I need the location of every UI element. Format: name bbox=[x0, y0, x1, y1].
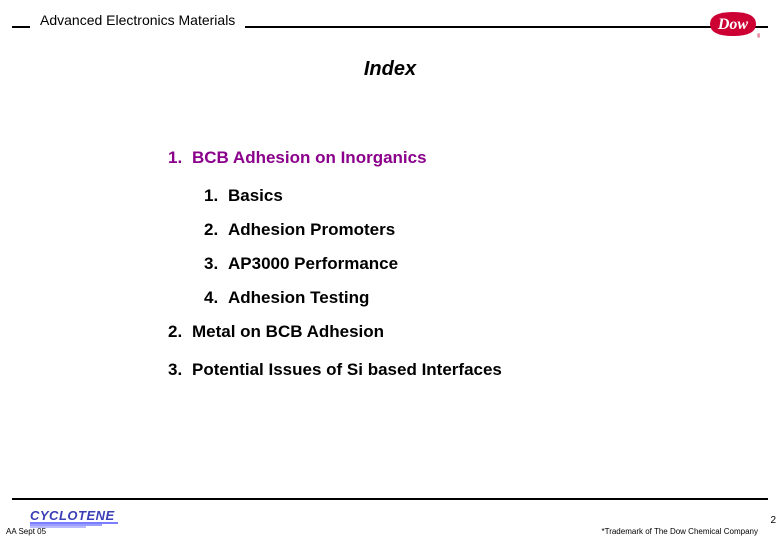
outline-item-l1: 1.BCB Adhesion on Inorganics bbox=[168, 148, 688, 168]
outline-item-l1: 3.Potential Issues of Si based Interface… bbox=[168, 360, 688, 380]
dow-logo: Dow ® bbox=[706, 8, 760, 40]
svg-text:CYCLOTENE: CYCLOTENE bbox=[30, 508, 115, 523]
page-number: 2 bbox=[770, 515, 776, 526]
outline-item-l2: 3.AP3000 Performance bbox=[204, 254, 688, 274]
outline-item-l1: 2.Metal on BCB Adhesion bbox=[168, 322, 688, 342]
slide-title: Index bbox=[0, 58, 780, 81]
svg-text:®: ® bbox=[757, 33, 760, 40]
outline-item-l2: 2.Adhesion Promoters bbox=[204, 220, 688, 240]
department-label: Advanced Electronics Materials bbox=[30, 8, 245, 32]
outline-item-l2: 4.Adhesion Testing bbox=[204, 288, 688, 308]
footer-trademark: *Trademark of The Dow Chemical Company bbox=[601, 527, 758, 536]
svg-text:Dow: Dow bbox=[717, 16, 749, 33]
footer-date: AA Sept 05 bbox=[6, 527, 46, 536]
footer-rule bbox=[12, 498, 768, 500]
outline-content: 1.BCB Adhesion on Inorganics 1.Basics 2.Ad… bbox=[168, 148, 688, 398]
outline-item-l2: 1.Basics bbox=[204, 186, 688, 206]
